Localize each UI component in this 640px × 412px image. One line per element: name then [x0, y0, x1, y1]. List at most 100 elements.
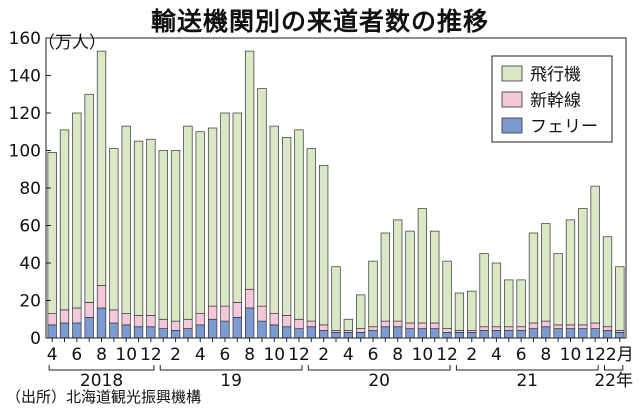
bar-segment-ferry [393, 326, 403, 339]
x-tick-label: 8 [96, 345, 107, 365]
bar-segment-ferry [281, 326, 292, 339]
x-tick-label: 2 [170, 345, 181, 365]
bar-segment-shinkansen [133, 315, 144, 328]
x-tick-label: 10 [263, 345, 285, 365]
bar-segment-ferry [516, 330, 526, 339]
chart-title: 輸送機関別の来道者数の推移 [150, 7, 489, 36]
bar-segment-ferry [84, 317, 94, 339]
bar-segment-ferry [541, 326, 551, 339]
bar-segment-airplane [96, 50, 107, 286]
bar-segment-shinkansen [442, 328, 452, 333]
bar-segment-ferry [207, 318, 218, 339]
bar-segment-airplane [578, 208, 588, 326]
x-tick-label: 6 [516, 345, 527, 365]
bar-segment-shinkansen [244, 288, 255, 309]
y-tick-label: 140 [9, 67, 41, 87]
year-bracket [455, 365, 599, 371]
bar-segment-ferry [244, 307, 255, 339]
bar-segment-ferry [319, 330, 329, 339]
bar-segment-shinkansen [207, 305, 218, 320]
bar-segment-shinkansen [479, 326, 489, 331]
x-tick-label: 2月 [606, 345, 634, 365]
bar-segment-ferry [146, 326, 156, 339]
bar-segment-airplane [479, 253, 489, 328]
bar-segment-ferry [343, 332, 353, 339]
legend-label: フェリー [530, 117, 598, 137]
bar-segment-shinkansen [602, 326, 613, 331]
bar-segment-shinkansen [72, 307, 82, 324]
bar-segment-shinkansen [405, 322, 415, 329]
bar-segment-shinkansen [121, 313, 131, 326]
bar-segment-airplane [541, 223, 551, 322]
bar-segment-ferry [59, 322, 70, 339]
bar-segment-airplane [393, 219, 403, 322]
bar-segment-airplane [121, 125, 131, 314]
bar-segment-shinkansen [393, 320, 403, 328]
legend-label: 新幹線 [530, 90, 581, 111]
bar-segment-airplane [602, 236, 613, 328]
year-bracket [603, 365, 624, 371]
bar-segment-airplane [442, 260, 452, 329]
bar-segment-shinkansen [47, 313, 57, 326]
bar-segment-shinkansen [257, 305, 267, 322]
bar-segment-airplane [47, 152, 57, 314]
bar-segment-shinkansen [417, 322, 428, 329]
bar-segment-airplane [183, 125, 193, 320]
y-tick-label: 100 [9, 142, 41, 162]
legend-swatch [501, 65, 523, 82]
legend-label: 飛行機 [530, 65, 581, 85]
bar-segment-airplane [281, 137, 292, 316]
bar-segment-airplane [516, 279, 526, 328]
bar-segment-ferry [220, 320, 230, 339]
bar-segment-airplane [244, 50, 255, 290]
bar-segment-ferry [232, 317, 242, 339]
bar-segment-ferry [565, 328, 576, 339]
bar-segment-ferry [109, 322, 119, 339]
bar-segment-shinkansen [504, 326, 514, 331]
bar-segment-ferry [368, 330, 378, 339]
bar-segment-ferry [590, 328, 600, 339]
year-bracket [48, 365, 155, 371]
bar-segment-airplane [257, 88, 267, 307]
bar-segment-airplane [405, 230, 415, 324]
bar-segment-shinkansen [183, 318, 193, 329]
bar-segment-shinkansen [170, 320, 181, 331]
x-tick-label: 10 [412, 345, 434, 365]
year-label: 20 [368, 371, 390, 391]
bar-segment-airplane [319, 165, 329, 326]
bar-segment-airplane [368, 260, 378, 328]
bar-segment-ferry [615, 332, 625, 339]
bar-segment-airplane [331, 266, 341, 331]
legend-swatch [501, 117, 523, 134]
bar-segment-shinkansen [528, 322, 539, 329]
bar-segment-airplane [232, 112, 242, 303]
bar-segment-airplane [491, 262, 502, 328]
year-label: 2018 [80, 371, 123, 391]
bar-segment-shinkansen [158, 318, 168, 329]
bar-segment-shinkansen [269, 313, 279, 326]
bar-segment-ferry [528, 328, 539, 339]
y-tick-label: 120 [9, 104, 41, 124]
bar-segment-ferry [442, 332, 452, 339]
bar-segment-ferry [331, 332, 341, 339]
bar-segment-ferry [405, 328, 415, 339]
year-label: 22年 [594, 371, 633, 391]
bar-segment-ferry [96, 307, 107, 339]
bar-segment-airplane [504, 279, 514, 328]
x-tick-label: 8 [244, 345, 255, 365]
x-tick-label: 6 [71, 345, 82, 365]
x-tick-label: 12 [140, 345, 162, 365]
bar-segment-shinkansen [84, 302, 94, 318]
bar-segment-ferry [602, 330, 613, 339]
y-unit-label: （万人） [38, 33, 106, 53]
bar-segment-ferry [380, 326, 391, 339]
bar-segment-shinkansen [516, 326, 526, 331]
bar-segment-shinkansen [109, 309, 119, 324]
bar-segment-ferry [133, 326, 144, 339]
bar-segment-ferry [504, 330, 514, 339]
y-tick-label: 40 [19, 254, 41, 274]
bar-segment-shinkansen [590, 322, 600, 329]
bar-segment-ferry [158, 328, 168, 339]
bar-segment-shinkansen [430, 322, 440, 329]
